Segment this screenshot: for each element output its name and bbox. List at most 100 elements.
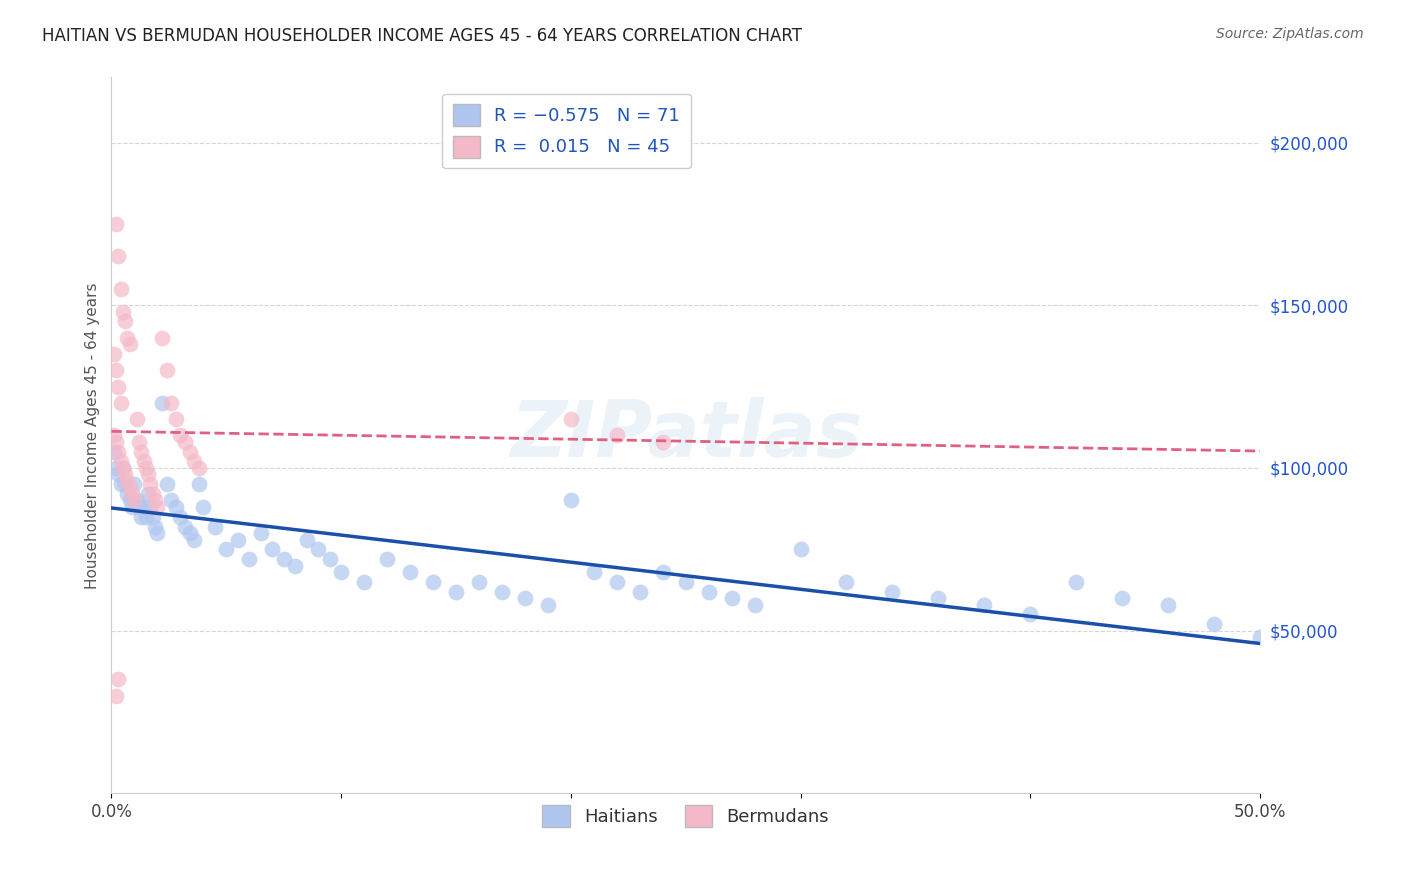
Point (249, 526, 271, 541)
Point (110, 454, 132, 468)
Point (135, 461, 157, 475)
Point (179, 444, 201, 458)
Point (114, 467, 136, 482)
Point (628, 584, 651, 599)
Point (103, 444, 125, 458)
Point (422, 574, 444, 589)
Point (111, 304, 134, 318)
Point (121, 500, 143, 514)
Point (973, 598, 995, 612)
Point (1157, 598, 1180, 612)
Point (160, 493, 183, 508)
Point (121, 487, 143, 501)
Point (103, 428, 125, 442)
Point (129, 444, 152, 458)
Point (105, 434, 128, 449)
Point (179, 526, 201, 541)
Point (174, 434, 197, 449)
Point (537, 598, 560, 612)
Point (155, 477, 177, 491)
Point (193, 500, 215, 514)
Point (105, 363, 128, 377)
Point (513, 591, 536, 606)
Point (107, 673, 129, 687)
Y-axis label: Householder Income Ages 45 - 64 years: Householder Income Ages 45 - 64 years (86, 282, 100, 589)
Point (399, 565, 422, 579)
Point (744, 598, 766, 612)
Point (183, 454, 205, 468)
Point (107, 249, 129, 263)
Point (720, 591, 742, 606)
Point (1111, 591, 1133, 606)
Point (142, 487, 165, 501)
Point (353, 574, 375, 589)
Point (155, 363, 177, 377)
Text: ZIPatlas: ZIPatlas (509, 398, 862, 474)
Point (468, 574, 491, 589)
Point (107, 444, 129, 458)
Point (215, 542, 238, 557)
Point (105, 689, 128, 703)
Point (169, 428, 191, 442)
Point (491, 584, 513, 599)
Legend: Haitians, Bermudans: Haitians, Bermudans (536, 798, 837, 834)
Point (132, 500, 155, 514)
Point (143, 519, 166, 533)
Point (262, 542, 284, 557)
Point (651, 565, 673, 579)
Point (160, 396, 183, 410)
Point (150, 396, 173, 410)
Point (146, 500, 169, 514)
Point (105, 217, 128, 231)
Point (307, 542, 329, 557)
Point (560, 412, 582, 426)
Point (114, 314, 136, 328)
Point (174, 519, 197, 533)
Point (1202, 617, 1225, 632)
Point (318, 552, 340, 566)
Point (132, 454, 155, 468)
Point (128, 500, 150, 514)
Point (582, 565, 605, 579)
Point (444, 584, 467, 599)
Point (835, 574, 858, 589)
Point (330, 565, 353, 579)
Point (136, 487, 159, 501)
Point (204, 519, 226, 533)
Point (125, 493, 148, 508)
Point (135, 509, 157, 524)
Point (284, 558, 307, 573)
Point (139, 500, 162, 514)
Point (187, 477, 209, 491)
Point (697, 584, 720, 599)
Point (117, 474, 139, 488)
Point (118, 337, 141, 351)
Point (169, 509, 191, 524)
Point (238, 552, 260, 566)
Point (150, 331, 173, 345)
Point (117, 331, 139, 345)
Point (110, 282, 132, 296)
Point (651, 434, 673, 449)
Point (146, 526, 169, 541)
Point (606, 428, 628, 442)
Point (789, 542, 811, 557)
Point (675, 574, 697, 589)
Point (1249, 630, 1271, 644)
Point (139, 477, 162, 491)
Point (111, 461, 134, 475)
Point (114, 477, 136, 491)
Point (103, 347, 125, 361)
Point (110, 396, 132, 410)
Point (105, 461, 128, 475)
Point (560, 493, 582, 508)
Point (375, 552, 398, 566)
Point (107, 379, 129, 393)
Point (927, 591, 949, 606)
Point (125, 412, 148, 426)
Point (1019, 607, 1042, 622)
Point (128, 434, 150, 449)
Point (142, 509, 165, 524)
Point (124, 477, 146, 491)
Point (110, 477, 132, 491)
